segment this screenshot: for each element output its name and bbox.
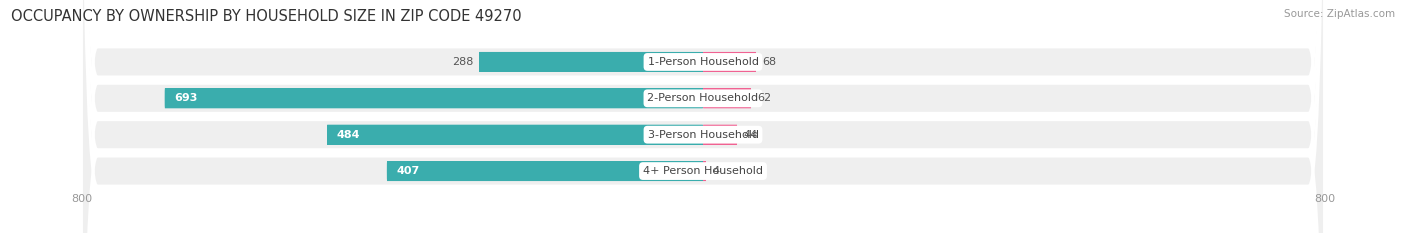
Text: 4+ Person Household: 4+ Person Household [643, 166, 763, 176]
Text: 1-Person Household: 1-Person Household [648, 57, 758, 67]
Text: Source: ZipAtlas.com: Source: ZipAtlas.com [1284, 9, 1395, 19]
FancyBboxPatch shape [165, 88, 703, 108]
FancyBboxPatch shape [82, 0, 1324, 233]
Bar [703, 88, 751, 108]
Bar [328, 125, 703, 145]
Bar [703, 125, 737, 145]
FancyBboxPatch shape [703, 52, 756, 72]
Text: 484: 484 [336, 130, 360, 140]
Text: 3-Person Household: 3-Person Household [648, 130, 758, 140]
Text: OCCUPANCY BY OWNERSHIP BY HOUSEHOLD SIZE IN ZIP CODE 49270: OCCUPANCY BY OWNERSHIP BY HOUSEHOLD SIZE… [11, 9, 522, 24]
Text: 4: 4 [713, 166, 720, 176]
Bar [703, 161, 706, 181]
FancyBboxPatch shape [479, 52, 703, 72]
FancyBboxPatch shape [387, 161, 703, 181]
FancyBboxPatch shape [703, 125, 737, 145]
FancyBboxPatch shape [82, 0, 1324, 233]
Text: 407: 407 [396, 166, 419, 176]
Bar [703, 52, 756, 72]
Text: 62: 62 [758, 93, 772, 103]
Bar [479, 52, 703, 72]
Text: 693: 693 [174, 93, 197, 103]
FancyBboxPatch shape [328, 125, 703, 145]
Text: 68: 68 [762, 57, 776, 67]
FancyBboxPatch shape [703, 161, 706, 181]
FancyBboxPatch shape [82, 0, 1324, 233]
Bar [387, 161, 703, 181]
Text: 44: 44 [744, 130, 758, 140]
Text: 2-Person Household: 2-Person Household [647, 93, 759, 103]
FancyBboxPatch shape [703, 88, 751, 108]
FancyBboxPatch shape [82, 0, 1324, 233]
Text: 288: 288 [451, 57, 472, 67]
Bar [165, 88, 703, 108]
